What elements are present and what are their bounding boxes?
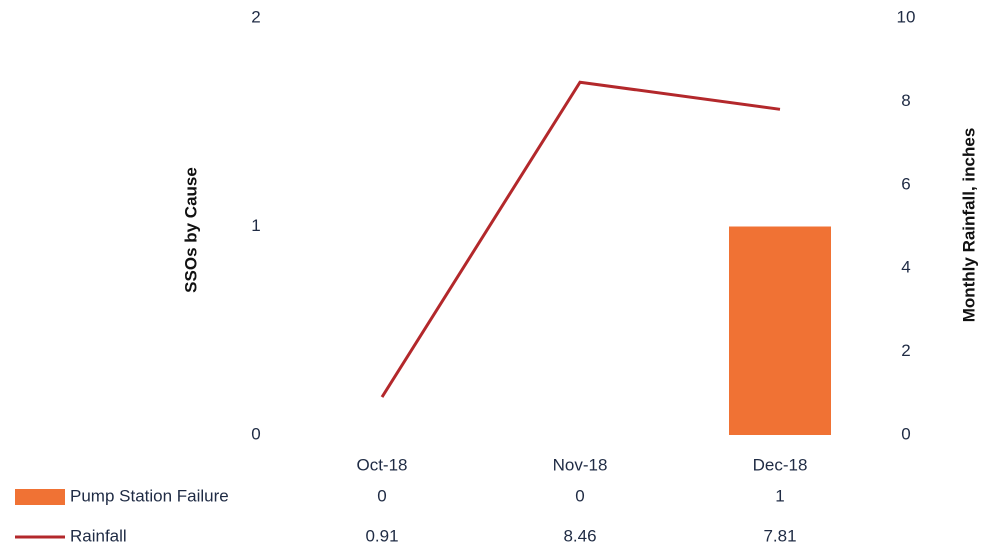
y-tick-label: 1 <box>251 216 260 235</box>
y2-tick-label: 2 <box>901 341 910 360</box>
y2-tick-label: 8 <box>901 91 910 110</box>
table-value: 7.81 <box>763 526 796 545</box>
y-tick-label: 0 <box>251 424 260 443</box>
x-tick-label: Oct-18 <box>356 455 407 474</box>
y2-tick-label: 4 <box>901 258 910 277</box>
table-value: 8.46 <box>563 526 596 545</box>
table-value: 0 <box>575 486 584 505</box>
legend-swatch <box>15 489 65 505</box>
legend-label: Pump Station Failure <box>70 486 229 505</box>
x-tick-label: Nov-18 <box>553 455 608 474</box>
y2-tick-label: 0 <box>901 424 910 443</box>
legend-label: Rainfall <box>70 526 127 545</box>
x-tick-label: Dec-18 <box>753 455 808 474</box>
y-tick-label: 2 <box>251 7 260 26</box>
y2-axis-title: Monthly Rainfall, inches <box>959 128 978 323</box>
y-axis-title: SSOs by Cause <box>181 167 200 293</box>
y2-tick-label: 6 <box>901 174 910 193</box>
rainfall-line <box>380 80 781 398</box>
bar <box>729 226 831 435</box>
table-value: 0.91 <box>365 526 398 545</box>
table-value: 1 <box>775 486 784 505</box>
table-value: 0 <box>377 486 386 505</box>
y2-tick-label: 10 <box>897 7 916 26</box>
